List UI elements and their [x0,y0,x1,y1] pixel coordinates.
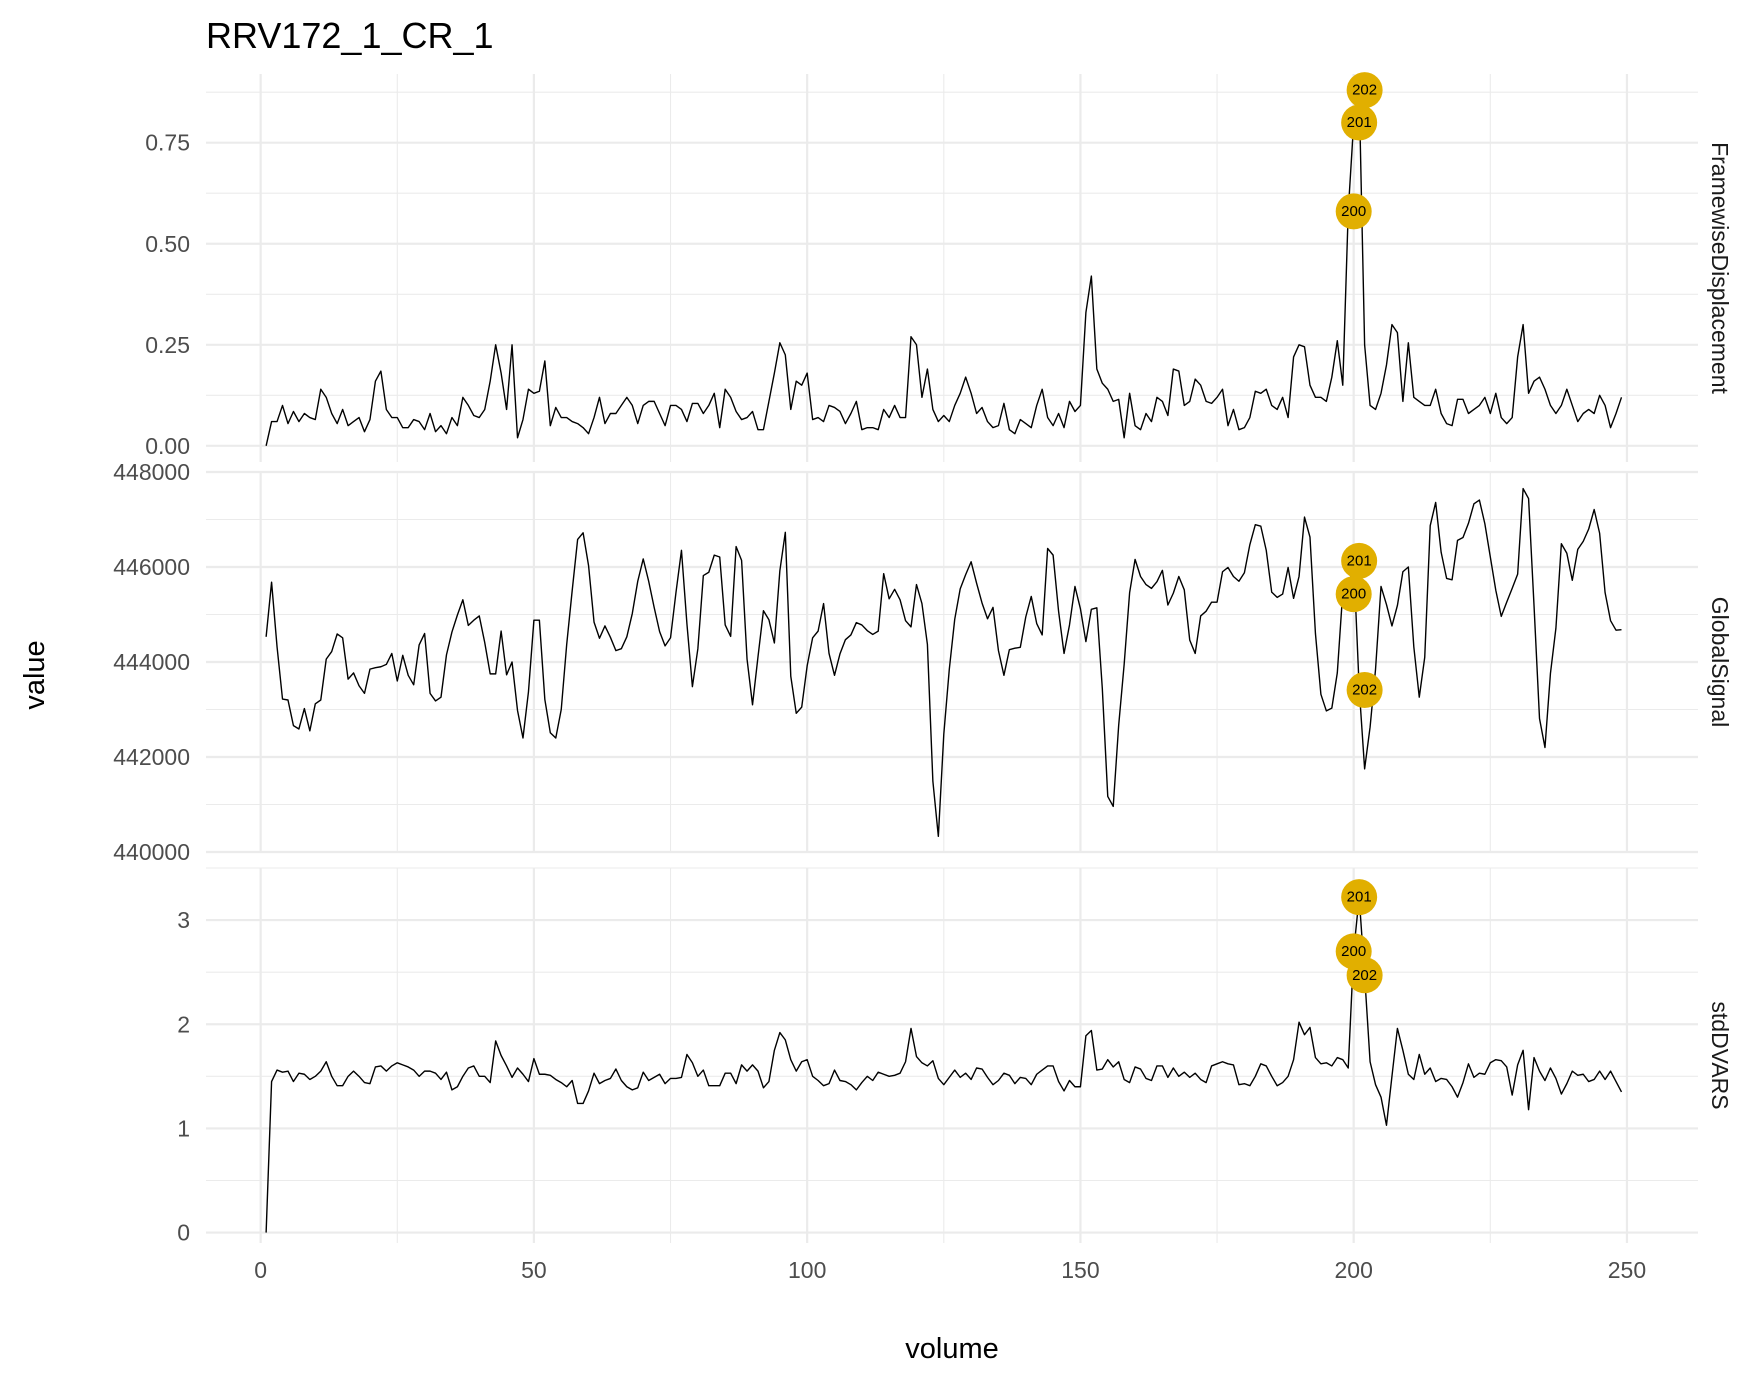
highlight-label: 200 [1341,943,1366,960]
highlight-marker [1335,576,1372,613]
x-tick-label: 250 [1608,1257,1646,1283]
y-tick-label: 0.50 [145,231,190,257]
x-axis: 0 50 100 150 200 250 [254,1257,1646,1283]
y-tick-label: 440000 [113,839,190,865]
x-tick-label: 50 [521,1257,547,1283]
x-tick-label: 0 [254,1257,267,1283]
highlight-label: 202 [1352,82,1377,99]
x-tick-label: 150 [1061,1257,1099,1283]
series-line-stdDVARS [265,896,1623,1233]
highlight-point: 201 [1341,104,1378,141]
y-tick-label: 448000 [113,459,190,485]
highlight-label: 200 [1341,586,1366,603]
highlight-point: 201 [1341,542,1378,579]
panel-FramewiseDisplacement: 0.00 0.25 0.50 0.75 200 201 202 FramewiseDispla… [145,72,1733,462]
y-tick-label: 0 [177,1220,190,1246]
facet-strip-label: stdDVARS [1707,1001,1733,1109]
highlight-label: 201 [1347,552,1372,569]
highlight-label: 200 [1341,203,1366,220]
highlight-marker [1335,193,1372,230]
highlight-label: 201 [1347,114,1372,131]
x-tick-label: 200 [1335,1257,1373,1283]
highlight-marker [1341,104,1378,141]
highlight-point: 201 [1341,879,1378,916]
y-tick-label: 446000 [113,554,190,580]
y-tick-label: 1 [177,1115,190,1141]
y-tick-label: 0.25 [145,332,190,358]
highlight-label: 201 [1347,889,1372,906]
panels-layer: 0.000.250.500.75200201202FramewiseDispla… [113,72,1733,1246]
y-tick-label: 0.75 [145,130,190,156]
y-tick-label: 444000 [113,649,190,675]
y-tick-label: 0.00 [145,433,190,459]
highlight-point: 200 [1335,576,1372,613]
highlight-point: 200 [1335,193,1372,230]
y-tick-label: 442000 [113,744,190,770]
x-tick-label: 100 [788,1257,826,1283]
highlight-point: 202 [1346,957,1383,994]
series-line-GlobalSignal [265,487,1622,838]
panel-GlobalSignal: 440000 442000 444000 446000 448000 200 201 202 G… [113,459,1733,865]
x-axis-title: volume [905,1333,999,1365]
facet-strip-label: GlobalSignal [1707,597,1733,727]
y-tick-label: 3 [177,907,190,933]
highlight-marker [1341,879,1378,916]
highlight-marker [1346,957,1383,994]
y-tick-label: 2 [177,1011,190,1037]
y-axis-title: value [19,640,51,709]
chart-title: RRV172_1_CR_1 [206,15,494,56]
highlight-marker [1346,72,1383,109]
highlight-point: 202 [1346,72,1383,109]
series-line-FramewiseDisplacement [265,89,1623,446]
panel-stdDVARS: 0 1 2 3 200 201 202 stdDVARS [177,867,1733,1246]
highlight-marker [1341,542,1378,579]
facet-strip-label: FramewiseDisplacement [1707,142,1733,394]
highlight-label: 202 [1352,682,1377,699]
highlight-point: 202 [1346,672,1383,709]
highlight-marker [1346,672,1383,709]
highlight-label: 202 [1352,967,1377,984]
